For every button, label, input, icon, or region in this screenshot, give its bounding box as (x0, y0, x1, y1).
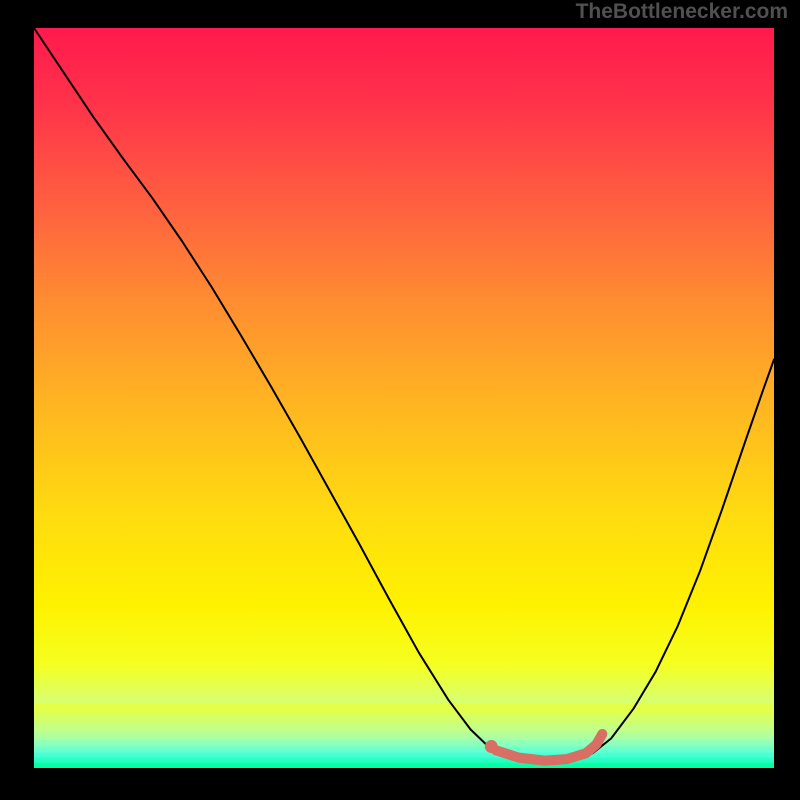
chart-svg (0, 0, 800, 800)
bottleneck-chart: TheBottlenecker.com (0, 0, 800, 800)
watermark-text: TheBottlenecker.com (576, 0, 788, 24)
